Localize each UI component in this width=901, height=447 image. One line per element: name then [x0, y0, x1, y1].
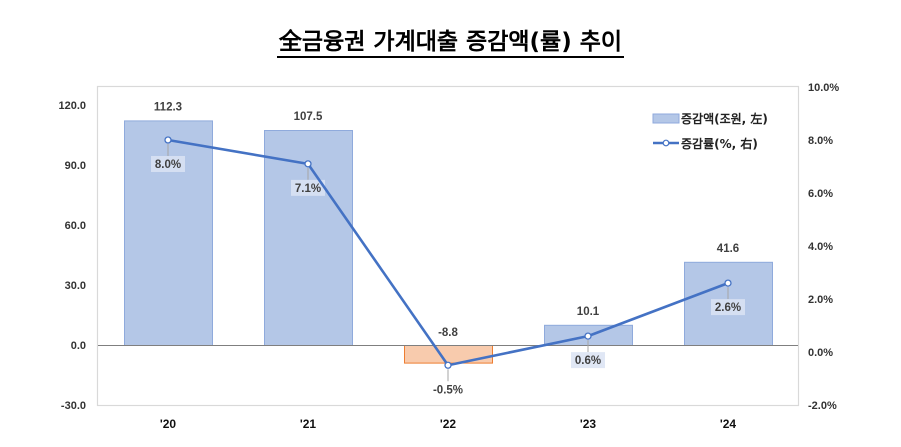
line-value-label: 7.1%: [295, 183, 321, 195]
left-axis-tick: 0.0: [71, 340, 86, 352]
line-series: 8.0% 7.1% -0.5% 0.6% 2.6%: [155, 136, 741, 396]
right-axis-tick: 2.0%: [808, 294, 833, 306]
line-value-label: 8.0%: [155, 159, 181, 171]
chart-title: 全금융권 가계대출 증감액(률) 추이: [0, 22, 901, 58]
left-axis-tick: 60.0: [65, 220, 86, 232]
bar: [404, 345, 493, 364]
plot-area: [96, 85, 800, 407]
x-axis-tick: '22: [440, 417, 457, 431]
left-axis-tick: -30.0: [61, 400, 86, 412]
bar-series: 112.3 107.5 -8.8 10.1 41.6: [124, 101, 773, 364]
right-axis-tick: 8.0%: [808, 135, 833, 147]
x-axis: '20 '21 '22 '23 '24: [160, 417, 737, 431]
left-axis: 120.0 90.0 60.0 30.0 0.0 -30.0: [58, 100, 86, 412]
line-value-label: 0.6%: [575, 355, 601, 367]
line-value-label: 2.6%: [715, 302, 741, 314]
right-axis-tick: -2.0%: [808, 400, 837, 412]
line-label-bg: [291, 179, 325, 196]
line-label-bg: [151, 156, 185, 172]
line-marker-icon: [724, 279, 732, 287]
left-axis-tick: 120.0: [58, 100, 86, 112]
right-axis-tick: 4.0%: [808, 241, 833, 253]
line-marker-icon: [304, 160, 312, 168]
x-axis-tick: '21: [300, 417, 317, 431]
left-axis-tick: 90.0: [65, 160, 86, 172]
right-axis-tick: 0.0%: [808, 347, 833, 359]
line-label-bg: [571, 352, 605, 369]
bar-value-label: 10.1: [577, 306, 600, 318]
x-axis-tick: '20: [160, 417, 177, 431]
right-axis-tick: 6.0%: [808, 188, 833, 200]
bar-value-label: -8.8: [438, 327, 458, 339]
legend-line-marker-icon: [662, 139, 670, 147]
line-label-bg: [711, 299, 745, 316]
legend: 증감액(조원, 左) 증감률(%, 右): [652, 111, 768, 151]
right-axis: 10.0% 8.0% 6.0% 4.0% 2.0% 0.0% -2.0%: [808, 82, 839, 412]
x-axis-tick: '23: [580, 417, 597, 431]
legend-line-label: 증감률(%, 右): [681, 136, 758, 151]
line-label-leaders: [151, 144, 745, 382]
x-axis-tick: '24: [720, 417, 737, 431]
line-marker-icon: [584, 332, 592, 340]
right-axis-tick: 10.0%: [808, 82, 839, 94]
bar-value-label: 107.5: [294, 111, 323, 123]
line-marker-icon: [164, 136, 172, 144]
left-axis-tick: 30.0: [65, 280, 86, 292]
legend-bar-label: 증감액(조원, 左): [681, 111, 768, 126]
bar-value-label: 112.3: [154, 101, 182, 113]
line-value-label: -0.5%: [433, 384, 463, 396]
legend-bar-swatch: [652, 113, 680, 124]
bar-value-label: 41.6: [717, 243, 739, 255]
line-marker-icon: [444, 361, 452, 369]
